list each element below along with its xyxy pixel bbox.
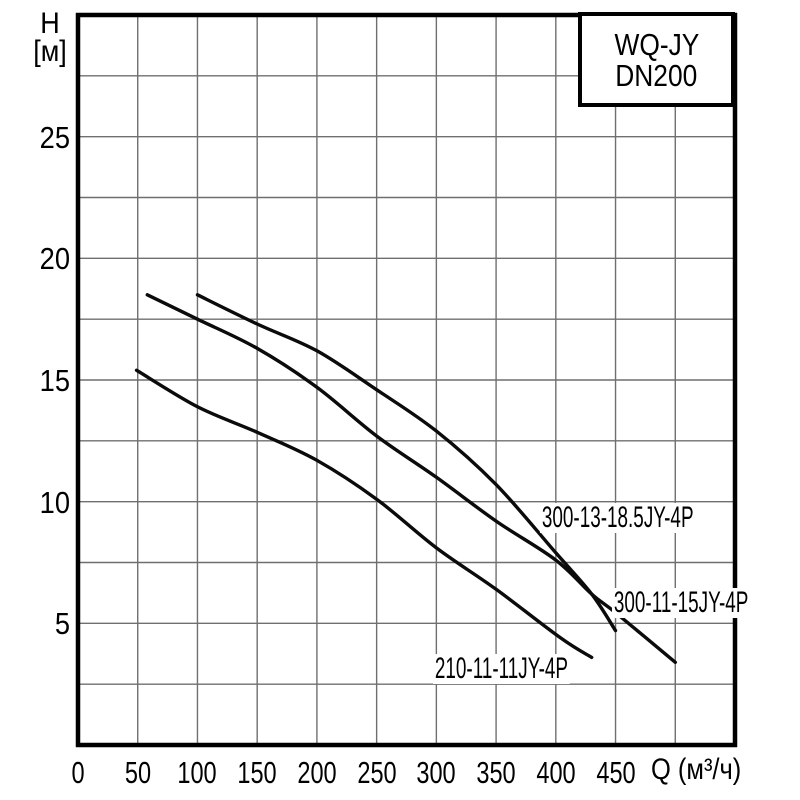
model-title-box: WQ-JY DN200	[578, 12, 735, 107]
x-tick-label-0: 0	[71, 755, 85, 790]
model-flange-size: DN200	[615, 57, 698, 93]
axes-border	[75, 12, 738, 748]
x-axis-unit-label: Q (м³/ч)	[651, 753, 742, 786]
y-tick-label-10: 10	[39, 484, 70, 520]
pump-curve-300-13-18.5JY-4P	[195, 293, 618, 633]
x-tick-label-350: 350	[476, 755, 516, 790]
x-tick-label-300: 300	[416, 755, 457, 790]
pump-curve-300-11-15JY-4P	[145, 293, 677, 664]
curve-label-300-13-18.5JY-4P: 300-13-18.5JY-4P	[540, 501, 696, 534]
x-tick-label-50: 50	[124, 755, 151, 790]
x-tick-label-150: 150	[237, 755, 277, 790]
model-series-name: WQ-JY	[614, 26, 699, 62]
y-tick-label-25: 25	[39, 119, 70, 155]
pump-curve-210-11-11JY-4P	[134, 368, 594, 660]
y-tick-label-20: 20	[39, 241, 70, 277]
x-tick-label-450: 450	[595, 755, 636, 790]
x-tick-label-250: 250	[356, 755, 397, 790]
y-tick-label-15: 15	[39, 363, 70, 398]
x-tick-label-400: 400	[536, 755, 576, 790]
y-axis-title-symbol: H	[40, 7, 60, 40]
y-tick-label-5: 5	[54, 606, 70, 642]
x-tick-label-200: 200	[297, 755, 337, 790]
curve-label-210-11-11JY-4P: 210-11-11JY-4P	[433, 652, 570, 685]
y-axis-title: H [м]	[27, 7, 74, 68]
y-axis-title-unit: [м]	[33, 35, 67, 68]
curve-label-300-11-15JY-4P: 300-11-15JY-4P	[612, 586, 751, 619]
x-tick-label-100: 100	[177, 755, 218, 790]
